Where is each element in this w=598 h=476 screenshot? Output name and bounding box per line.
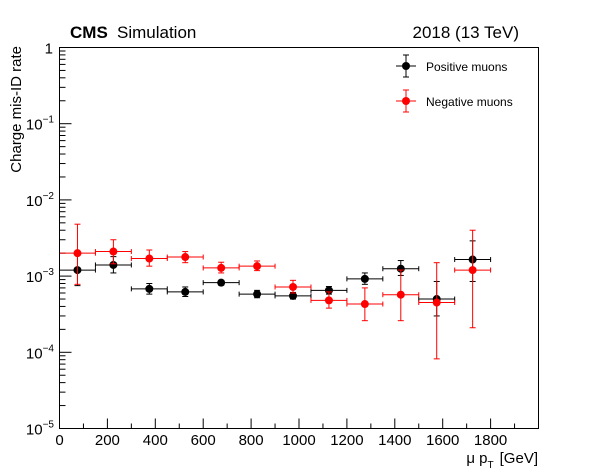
marker — [145, 285, 153, 293]
data-point — [275, 280, 311, 293]
marker — [145, 255, 153, 263]
marker — [289, 283, 297, 291]
data-point — [347, 288, 383, 321]
data-point — [239, 261, 275, 271]
x-tick-label: 1000 — [282, 432, 315, 449]
marker — [109, 248, 117, 256]
x-tick-label: 200 — [95, 432, 120, 449]
y-tick-exponent: −2 — [43, 191, 55, 202]
y-tick-label: 10−4 — [26, 343, 55, 362]
simulation-label: Simulation — [117, 23, 196, 42]
x-tick-label: 1600 — [426, 432, 459, 449]
data-point — [347, 273, 383, 284]
data-point — [60, 224, 96, 284]
legend: Positive muons Negative muons — [396, 55, 513, 112]
series-positive — [60, 241, 491, 316]
y-tick-exponent: −3 — [43, 267, 55, 278]
y-tick-label: 10−2 — [26, 191, 55, 210]
marker — [181, 288, 189, 296]
y-tick-label: 10−5 — [26, 420, 55, 439]
data-point — [203, 279, 239, 287]
x-tick-label: 600 — [191, 432, 216, 449]
cms-label: CMS — [70, 23, 108, 42]
marker — [217, 264, 225, 272]
data-point — [311, 292, 347, 308]
x-tick-label: 800 — [239, 432, 264, 449]
data-point — [131, 250, 167, 266]
y-tick-base: 10 — [26, 117, 43, 134]
x-tick-label: 0 — [55, 432, 63, 449]
legend-marker — [402, 97, 410, 105]
data-point — [167, 252, 203, 263]
data-point — [383, 270, 419, 321]
marker — [397, 291, 405, 299]
legend-label: Negative muons — [426, 95, 513, 109]
series-negative — [60, 224, 491, 359]
marker — [73, 249, 81, 257]
marker — [325, 296, 333, 304]
marker — [469, 266, 477, 274]
legend-entry: Negative muons — [396, 90, 513, 112]
condition-label: 2018 (13 TeV) — [413, 23, 519, 42]
marker — [433, 299, 441, 307]
y-tick-label: 1 — [45, 41, 53, 58]
y-tick-label: 10−1 — [26, 115, 55, 134]
y-tick-base: 10 — [26, 193, 43, 210]
x-axis-title-sub: T — [488, 460, 494, 471]
marker — [181, 253, 189, 261]
data-point — [239, 290, 275, 298]
y-tick-base: 10 — [26, 269, 43, 286]
x-tick-label: 1400 — [378, 432, 411, 449]
data-point — [455, 230, 491, 328]
marker — [361, 275, 369, 283]
data-point — [203, 262, 239, 273]
y-tick-exponent: −4 — [43, 343, 55, 354]
data-point — [131, 283, 167, 294]
x-tick-label: 1200 — [330, 432, 363, 449]
x-axis-title: μ pT [GeV] — [466, 450, 538, 471]
x-tick-label: 400 — [143, 432, 168, 449]
data-point — [95, 240, 131, 264]
y-tick-exponent: −1 — [43, 115, 55, 126]
y-axis-title: Charge mis-ID rate — [8, 46, 25, 173]
marker — [217, 279, 225, 287]
data-point — [167, 287, 203, 297]
y-tick-base: 10 — [26, 422, 43, 439]
marker — [253, 290, 261, 298]
x-axis-title-unit: [GeV] — [500, 450, 538, 467]
data-point — [419, 263, 455, 359]
y-tick-label: 10−3 — [26, 267, 55, 286]
legend-entry: Positive muons — [396, 55, 507, 77]
legend-marker — [402, 62, 410, 70]
marker — [253, 262, 261, 270]
legend-label: Positive muons — [426, 60, 507, 74]
x-axis-title-main: μ p — [466, 450, 487, 467]
y-tick-base: 10 — [26, 345, 43, 362]
data-marks — [60, 224, 491, 359]
x-tick-label: 1800 — [474, 432, 507, 449]
marker — [361, 300, 369, 308]
y-tick-exponent: −5 — [43, 420, 55, 431]
